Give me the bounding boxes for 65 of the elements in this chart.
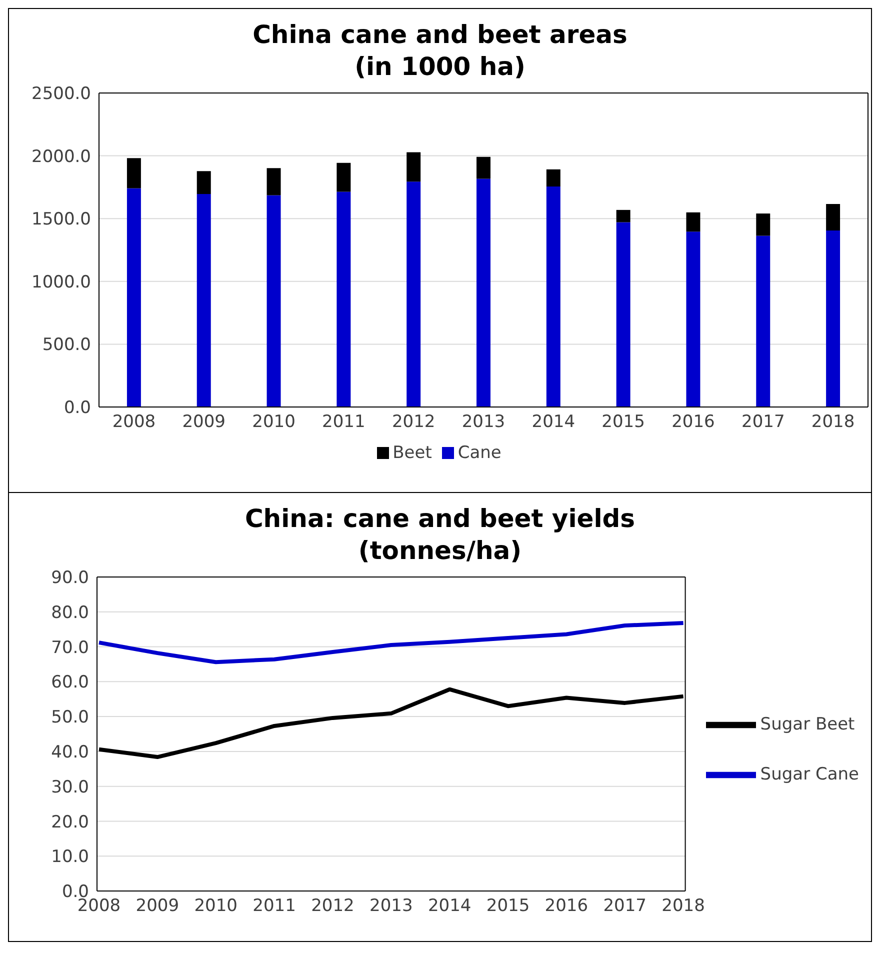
y-tick-label: 40.0 [51,742,89,762]
x-tick-label: 2014 [428,896,472,916]
y-tick-label: 2000.0 [32,146,91,167]
bar [686,212,700,232]
y-tick-label: 90.0 [51,568,89,588]
y-tick-label: 60.0 [51,672,89,693]
chart-title: China: cane and beet yields (tonnes/ha) [244,503,636,567]
chart-title: China cane and beet areas (in 1000 ha) [252,19,628,83]
x-tick-label: 2013 [462,412,506,432]
bar [826,230,840,407]
y-tick-label: 50.0 [51,708,89,728]
x-tick-label: 2013 [370,896,413,916]
line-series [97,621,686,664]
legend-label: Sugar Beet [760,714,855,734]
y-tick-label: 2500.0 [32,84,91,104]
bar [196,171,211,194]
bar [476,178,490,407]
x-tick-label: 2009 [136,896,180,916]
bar [336,162,351,192]
legend-label: Cane [458,443,502,463]
bar [826,204,840,231]
x-tick-label: 2018 [811,412,855,432]
y-tick-label: 1000.0 [32,272,91,292]
y-tick-label: 0.0 [64,398,91,418]
bar [546,169,560,186]
y-tick-label: 1500.0 [32,210,91,230]
y-tick-label: 30.0 [51,777,89,798]
x-tick-label: 2012 [392,412,436,432]
x-tick-label: 2015 [602,412,645,432]
bar [126,188,141,407]
bar [686,232,700,407]
y-tick-label: 500.0 [42,335,91,356]
legend-label: Beet [392,443,432,463]
legend-label: Sugar Cane [760,764,859,784]
x-tick-label: 2010 [252,412,296,432]
bar [756,213,770,236]
x-tick-label: 2015 [486,896,530,916]
bar [476,156,490,179]
bar [616,222,630,407]
bar [126,158,141,188]
y-tick-label: 20.0 [51,812,89,832]
x-tick-label: 2008 [112,412,156,432]
y-tick-label: 80.0 [51,602,89,623]
x-tick-label: 2010 [194,896,238,916]
x-tick-label: 2011 [252,896,296,916]
x-tick-label: 2018 [662,896,705,916]
x-tick-label: 2012 [311,896,354,916]
x-tick-label: 2011 [322,412,366,432]
x-tick-label: 2016 [672,412,715,432]
y-tick-label: 70.0 [51,638,89,658]
x-tick-label: 2017 [603,896,646,916]
bar [546,186,560,407]
bar [406,182,421,407]
bar [756,236,770,407]
x-tick-label: 2017 [742,412,785,432]
bar [266,195,281,407]
bar [336,192,351,407]
x-tick-label: 2009 [182,412,226,432]
bar [196,194,211,407]
bar [266,168,281,196]
bar [616,210,630,222]
bar [406,152,421,182]
y-tick-label: 10.0 [51,847,89,868]
x-tick-label: 2014 [532,412,576,432]
x-tick-label: 2016 [544,896,588,916]
